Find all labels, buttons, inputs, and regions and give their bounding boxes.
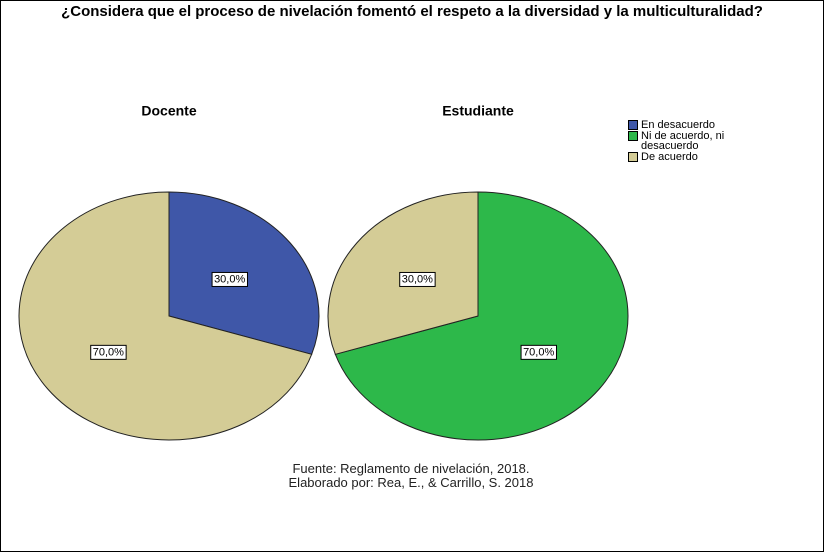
legend-item: De acuerdo <box>628 151 758 163</box>
legend-item: En desacuerdo <box>628 119 758 131</box>
legend-label: Ni de acuerdo, ni desacuerdo <box>641 130 725 152</box>
chart-title: ¿Considera que el proceso de nivelación … <box>61 3 763 20</box>
legend-label: De acuerdo <box>641 151 698 163</box>
data-label-box <box>211 271 248 287</box>
source-line: Fuente: Reglamento de nivelación, 2018. <box>292 461 530 476</box>
legend-swatch <box>628 131 638 141</box>
legend-item: Ni de acuerdo, ni desacuerdo <box>628 130 758 152</box>
pie-title: Estudiante <box>442 103 514 119</box>
source: Fuente: Reglamento de nivelación, 2018. … <box>1 462 821 490</box>
source-line: Elaborado por: Rea, E., & Carrillo, S. 2… <box>288 475 534 490</box>
data-label: 70,0% <box>523 346 554 358</box>
pie-title: Docente <box>141 103 196 119</box>
data-label: 30,0% <box>214 273 245 285</box>
pie-slice <box>334 191 629 441</box>
data-label: 30,0% <box>402 273 433 285</box>
data-label-box <box>90 344 127 360</box>
legend: En desacuerdo Ni de acuerdo, ni desacuerd… <box>628 120 758 163</box>
legend-swatch <box>628 152 638 162</box>
data-label-box <box>399 271 436 287</box>
data-label: 70,0% <box>93 346 124 358</box>
legend-label: En desacuerdo <box>641 119 715 131</box>
legend-swatch <box>628 120 638 130</box>
data-label-box <box>520 344 557 360</box>
pie-slice <box>18 191 313 441</box>
